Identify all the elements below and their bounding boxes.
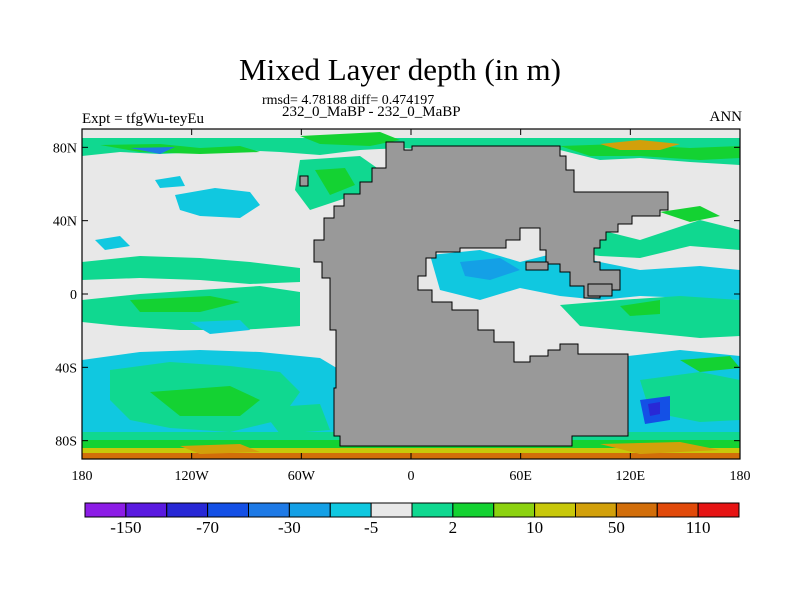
colorbar-label: -150 bbox=[110, 518, 141, 537]
land-mass bbox=[313, 141, 669, 447]
colorbar-swatch bbox=[329, 502, 372, 518]
colorbar-swatch bbox=[411, 502, 454, 518]
colorbar-label: -30 bbox=[278, 518, 301, 537]
x-tick-label: 180 bbox=[730, 469, 751, 484]
colorbar-swatch bbox=[452, 502, 495, 518]
runs-label: 232_0_MaBP - 232_0_MaBP bbox=[282, 104, 461, 120]
plot-title: Mixed Layer depth (in m) bbox=[239, 52, 561, 87]
colorbar-swatch bbox=[697, 502, 740, 518]
stats-line: rmsd= 4.78188 diff= 0.474197 bbox=[262, 93, 435, 108]
experiment-label: Expt = tfgWu-teyEu bbox=[82, 111, 204, 127]
y-tick-label: 40N bbox=[53, 215, 77, 230]
colorbar-swatch bbox=[125, 502, 168, 518]
colorbar-label: 10 bbox=[526, 518, 543, 537]
colorbar-swatch bbox=[370, 502, 413, 518]
colorbar-swatch bbox=[615, 502, 658, 518]
y-tick-label: 80S bbox=[55, 435, 77, 450]
island bbox=[299, 175, 309, 187]
x-tick-label: 120E bbox=[616, 469, 646, 484]
colorbar-swatch bbox=[575, 502, 617, 518]
x-tick-label: 180 bbox=[72, 469, 93, 484]
colorbar-swatch bbox=[534, 502, 576, 518]
colorbar-swatch bbox=[493, 502, 536, 518]
colorbar-swatch bbox=[248, 502, 290, 518]
colorbar-swatch bbox=[656, 502, 699, 518]
colorbar-label: -5 bbox=[364, 518, 378, 537]
x-tick-label: 60E bbox=[509, 469, 532, 484]
colorbar-swatch bbox=[84, 502, 127, 518]
colorbar-swatch bbox=[288, 502, 331, 518]
y-tick-label: 0 bbox=[70, 288, 77, 303]
y-tick-label: 80N bbox=[53, 141, 77, 156]
colorbar-label: -70 bbox=[196, 518, 219, 537]
colorbar-label: 110 bbox=[686, 518, 711, 537]
colorbar-label: 50 bbox=[608, 518, 625, 537]
season-label: ANN bbox=[709, 109, 743, 125]
y-tick-label: 40S bbox=[55, 361, 77, 376]
island bbox=[587, 283, 613, 297]
colorbar-label: 2 bbox=[449, 518, 458, 537]
x-tick-label: 60W bbox=[288, 469, 316, 484]
colorbar-swatch bbox=[166, 502, 209, 518]
island bbox=[525, 261, 549, 271]
colorbar-swatch bbox=[207, 502, 249, 518]
x-tick-label: 120W bbox=[175, 469, 210, 484]
anomaly-patches bbox=[82, 132, 740, 459]
x-tick-label: 0 bbox=[408, 469, 415, 484]
